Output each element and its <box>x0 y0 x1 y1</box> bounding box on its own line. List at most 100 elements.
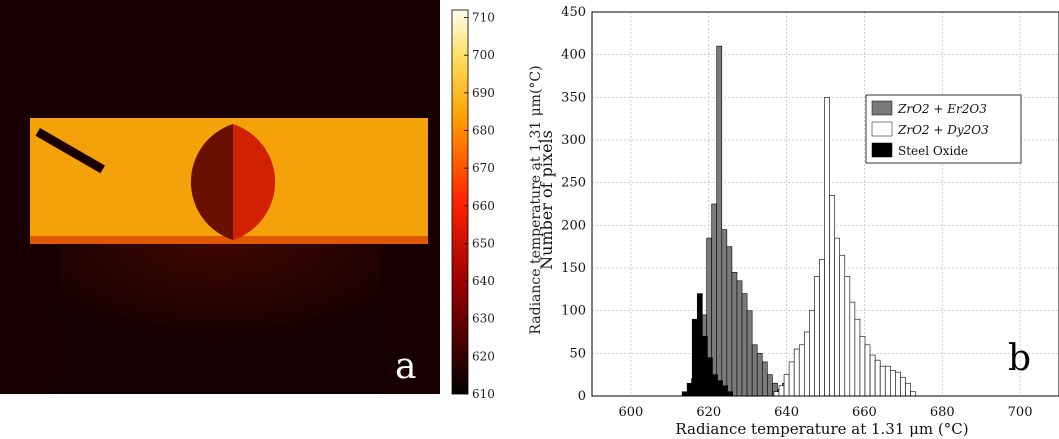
bar-steel-oxide <box>702 335 708 397</box>
bar-zro2-dy2o3 <box>895 371 901 397</box>
bar-zro2-dy2o3 <box>824 97 830 397</box>
heated-strip-shadow <box>30 236 428 244</box>
colorbar-tick-label: 630 <box>472 312 495 326</box>
series-steel-oxide <box>681 293 733 397</box>
bar-zro2-dy2o3 <box>803 331 810 397</box>
y-tick-label: 350 <box>561 90 586 105</box>
bar-zro2-dy2o3 <box>819 259 825 397</box>
y-axis-label: Number of pixels <box>537 130 556 270</box>
bar-steel-oxide <box>681 391 688 397</box>
x-tick-label: 640 <box>774 405 799 420</box>
panel-a-label: a <box>395 346 416 387</box>
series-zro2-dy2o3 <box>773 97 916 397</box>
bar-zro2-dy2o3 <box>788 361 795 397</box>
legend-swatch-dy2o3 <box>871 121 893 137</box>
colorbar-tick-label: 680 <box>472 123 495 137</box>
probe-wire <box>35 128 105 174</box>
thermal-glow <box>60 240 380 394</box>
y-tick-label: 200 <box>561 218 586 233</box>
colorbar-tick-label: 690 <box>472 86 495 100</box>
bar-zro2-er2o3 <box>716 45 723 397</box>
bar-zro2-er2o3 <box>761 361 768 397</box>
y-tick-label: 300 <box>561 133 586 148</box>
sample-disc-left <box>190 124 233 240</box>
bar-zro2-dy2o3 <box>798 344 805 397</box>
y-tick-label: 0 <box>578 389 586 404</box>
bar-zro2-er2o3 <box>721 229 728 397</box>
bar-zro2-dy2o3 <box>889 370 896 397</box>
bar-zro2-dy2o3 <box>905 382 911 397</box>
bar-zro2-dy2o3 <box>849 301 856 397</box>
sample-disc-right <box>233 124 276 240</box>
x-tick-label: 700 <box>1008 405 1033 420</box>
y-tick-label: 150 <box>561 261 586 276</box>
histogram-chart: Number of pixels Radiance temperature at… <box>537 5 1059 438</box>
bar-steel-oxide <box>707 357 713 397</box>
colorbar-ticks: 610 620 630 640 650 660 670 680 690 700 710 <box>464 11 495 401</box>
y-tick-label: 50 <box>569 346 586 361</box>
colorbar-tick-label: 670 <box>472 161 495 175</box>
bar-steel-oxide <box>712 374 718 397</box>
bar-zro2-er2o3 <box>741 293 748 397</box>
bar-zro2-er2o3 <box>726 246 733 397</box>
bar-zro2-dy2o3 <box>778 385 785 397</box>
bar-zro2-dy2o3 <box>879 365 886 397</box>
colorbar-label: Radiance temperature at 1.31 μm(°C) <box>528 65 544 334</box>
bar-zro2-er2o3 <box>767 374 773 397</box>
colorbar-tick-label: 700 <box>472 48 495 62</box>
bar-zro2-dy2o3 <box>773 391 780 397</box>
bar-zro2-dy2o3 <box>814 276 820 397</box>
y-tick-labels: 0 50 100 150 200 250 300 350 400 450 <box>561 5 586 404</box>
bar-zro2-dy2o3 <box>900 376 906 397</box>
bar-zro2-dy2o3 <box>859 335 866 397</box>
bar-steel-oxide <box>717 380 723 397</box>
bar-zro2-dy2o3 <box>869 354 876 397</box>
y-tick-label: 450 <box>561 5 586 20</box>
bar-zro2-dy2o3 <box>793 348 800 397</box>
legend-swatch-er2o3 <box>871 100 893 116</box>
legend-label-dy2o3: ZrO2 + Dy2O3 <box>897 123 989 137</box>
bar-zro2-er2o3 <box>736 280 743 397</box>
colorbar-gradient <box>451 9 469 395</box>
bar-zro2-dy2o3 <box>783 374 790 397</box>
legend-label-steel: Steel Oxide <box>898 144 968 158</box>
bar-zro2-dy2o3 <box>864 344 871 397</box>
bar-steel-oxide <box>686 382 693 397</box>
y-tick-label: 400 <box>561 48 586 63</box>
bar-zro2-dy2o3 <box>834 237 841 397</box>
bar-zro2-dy2o3 <box>884 365 891 397</box>
x-tick-label: 600 <box>619 405 644 420</box>
bar-steel-oxide <box>691 318 698 397</box>
bar-zro2-dy2o3 <box>844 276 851 397</box>
legend-swatch-steel <box>871 142 893 158</box>
bar-zro2-dy2o3 <box>874 359 881 397</box>
y-tick-label: 250 <box>561 176 586 191</box>
y-tick-label: 100 <box>561 304 586 319</box>
colorbar-tick-label: 650 <box>472 236 495 250</box>
colorbar-tick-label: 710 <box>472 11 495 25</box>
bar-zro2-dy2o3 <box>839 254 846 397</box>
bar-zro2-er2o3 <box>731 271 738 397</box>
bar-zro2-dy2o3 <box>809 310 815 397</box>
x-tick-label: 680 <box>930 405 955 420</box>
colorbar: 610 620 630 640 650 660 670 680 690 700 710 Radian… <box>451 9 544 401</box>
x-tick-labels: 600 620 640 660 680 700 <box>619 405 1033 420</box>
bar-zro2-dy2o3 <box>829 195 835 397</box>
bar-zro2-dy2o3 <box>910 391 916 397</box>
legend: ZrO2 + Er2O3 ZrO2 + Dy2O3 Steel Oxide <box>865 94 1022 164</box>
bar-zro2-er2o3 <box>751 344 758 397</box>
x-axis-label: Radiance temperature at 1.31 μm (°C) <box>675 420 968 438</box>
colorbar-tick-label: 660 <box>472 199 495 213</box>
legend-label-er2o3: ZrO2 + Er2O3 <box>897 102 987 116</box>
plot-frame <box>591 11 1059 397</box>
x-tick-label: 660 <box>852 405 877 420</box>
bar-steel-oxide <box>727 391 733 397</box>
thermal-image-panel: a <box>0 0 440 394</box>
colorbar-tick-label: 610 <box>472 387 495 401</box>
bar-zro2-er2o3 <box>746 310 753 397</box>
panel-b-label: b <box>1008 338 1031 379</box>
bar-zro2-er2o3 <box>756 353 763 397</box>
bar-zro2-dy2o3 <box>854 318 861 397</box>
x-tick-label: 620 <box>696 405 721 420</box>
colorbar-tick-label: 640 <box>472 274 495 288</box>
